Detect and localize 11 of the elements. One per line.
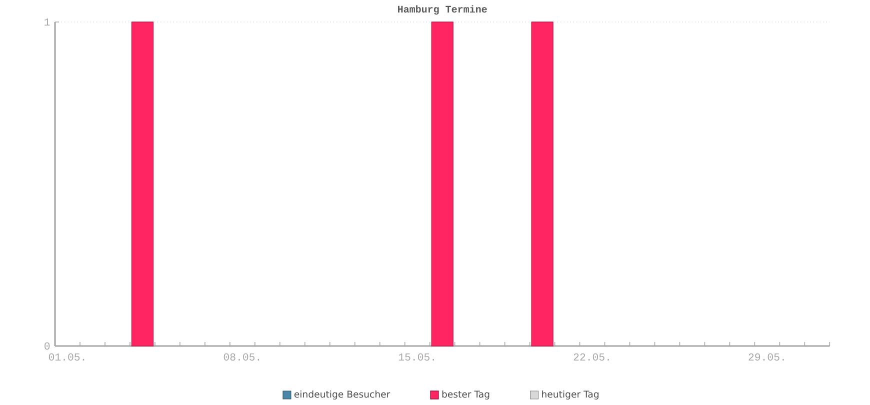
chart-title: Hamburg Termine (398, 5, 487, 15)
x-tick-label: 01.05. (48, 353, 84, 361)
x-tick-label: 08.05. (224, 353, 260, 361)
x-tick-label: 22.05. (574, 353, 609, 361)
legend-label: heutiger Tag (542, 390, 598, 400)
x-tick-label: 29.05. (748, 353, 784, 361)
legend-label: bester Tag (442, 390, 490, 400)
x-tick-label: 15.05. (398, 353, 434, 361)
y-tick-label: 1 (44, 18, 50, 26)
legend-label: eindeutige Besucher (294, 390, 390, 400)
y-tick-label: 0 (44, 342, 50, 350)
